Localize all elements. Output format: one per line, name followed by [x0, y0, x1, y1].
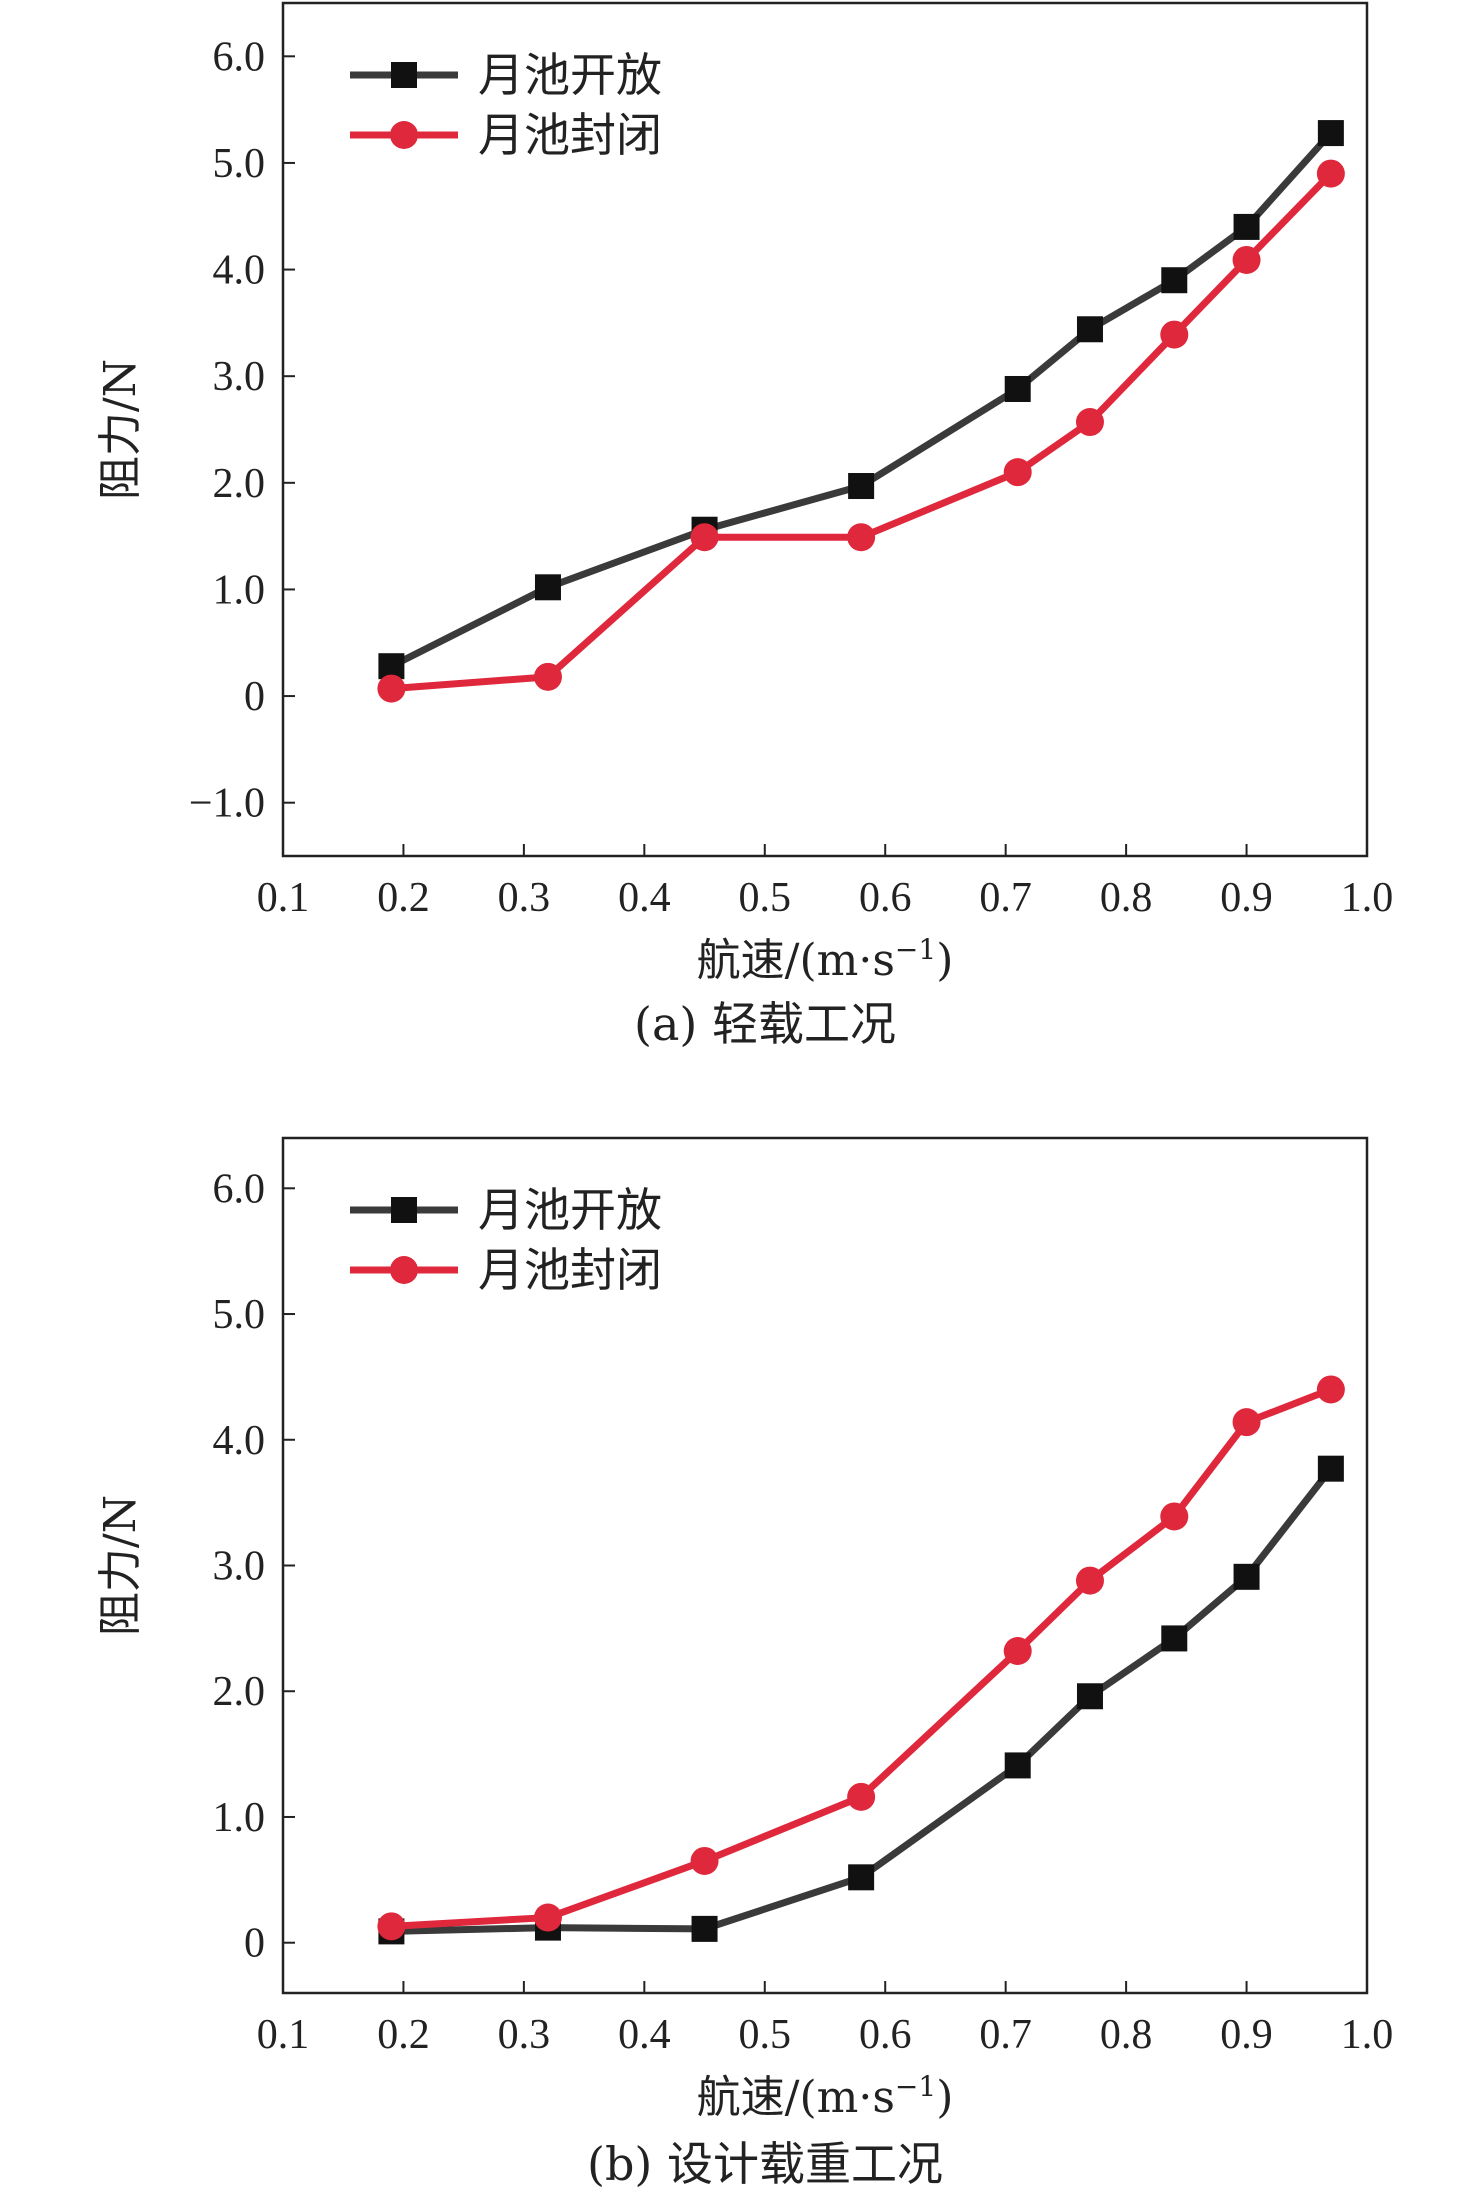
data-point-square — [1233, 1563, 1260, 1590]
x-tick-label: 0.9 — [1220, 875, 1273, 921]
plot-frame — [281, 1136, 1369, 1995]
x-tick-label: 0.7 — [979, 875, 1032, 921]
series-line — [391, 1386, 1333, 1930]
chart-caption: (b) 设计载重工况 — [587, 2137, 943, 2191]
x-tick-label: 0.8 — [1100, 875, 1153, 921]
x-tick-label: 0.6 — [859, 2012, 912, 2058]
y-tick-label: 5.0 — [213, 1292, 266, 1338]
data-point-circle — [1316, 159, 1345, 188]
data-point-circle — [1075, 408, 1104, 437]
x-tick-label: 1.0 — [1341, 2012, 1394, 2058]
data-point-circle — [1003, 458, 1032, 487]
x-tick-label: 0.8 — [1100, 2012, 1153, 2058]
series-line — [391, 171, 1334, 693]
y-axis-title: 阻力/N — [95, 1495, 146, 1636]
data-point-circle — [847, 523, 876, 552]
data-point-square — [1161, 1625, 1188, 1652]
x-tick-label: 0.5 — [739, 2012, 792, 2058]
data-point-square — [691, 1915, 718, 1942]
x-axis-title: 航速/(m·s−1) — [697, 2070, 954, 2123]
y-tick-label: 6.0 — [213, 34, 266, 80]
y-tick-label: 2.0 — [213, 461, 266, 507]
legend-label: 月池开放 — [478, 1183, 662, 1237]
legend-marker-circle — [390, 121, 418, 149]
data-point-circle — [1075, 1566, 1104, 1595]
series-line — [391, 1466, 1334, 1935]
data-point-circle — [847, 1782, 876, 1811]
x-tick-label: 0.4 — [618, 2012, 671, 2058]
y-tick-label: 5.0 — [213, 141, 266, 187]
data-point-square — [1004, 375, 1031, 402]
y-tick-label: −1.0 — [189, 781, 265, 827]
data-point-square — [1076, 1683, 1103, 1710]
y-tick-label: 2.0 — [213, 1669, 266, 1715]
data-point-circle — [533, 1903, 562, 1932]
x-tick-label: 0.7 — [979, 2012, 1032, 2058]
data-point-square — [1076, 316, 1103, 343]
y-tick-label: 0 — [244, 674, 265, 720]
legend-marker-circle — [390, 1256, 418, 1284]
x-tick-label: 0.1 — [257, 875, 310, 921]
data-point-square — [1317, 120, 1344, 147]
data-point-square — [1233, 213, 1260, 240]
legend-label: 月池开放 — [478, 48, 662, 102]
data-point-circle — [533, 662, 562, 691]
data-point-circle — [377, 1912, 406, 1941]
chart-a: 0.1 0.2 0.3 0.4 0.5 0.6 0.7 0.8 0.9 1.0 −1.0 0 1.0 2.… — [95, 1, 1394, 1051]
x-tick-label: 0.3 — [498, 2012, 551, 2058]
data-point-square — [534, 574, 561, 601]
legend-label: 月池封闭 — [478, 108, 662, 162]
legend-label: 月池封闭 — [478, 1243, 662, 1297]
series-line — [389, 130, 1334, 670]
x-tick-label: 0.9 — [1220, 2012, 1273, 2058]
data-point-square — [848, 473, 875, 500]
y-axis-title: 阻力/N — [95, 359, 146, 500]
legend-marker-square — [391, 1197, 417, 1223]
data-point-circle — [1232, 1408, 1261, 1437]
x-tick-label: 0.3 — [498, 875, 551, 921]
y-tick-label: 4.0 — [213, 248, 266, 294]
data-point-circle — [1160, 320, 1189, 349]
data-point-square — [1004, 1752, 1031, 1779]
data-point-circle — [1316, 1375, 1345, 1404]
data-point-square — [848, 1864, 875, 1891]
data-point-circle — [690, 1846, 719, 1875]
plot-frame — [281, 1, 1369, 858]
x-tick-label: 0.2 — [377, 875, 430, 921]
x-tick-label: 0.4 — [618, 875, 671, 921]
x-axis-title: 航速/(m·s−1) — [697, 933, 954, 986]
data-point-circle — [1232, 245, 1261, 274]
y-tick-label: 6.0 — [213, 1166, 266, 1212]
chart-caption: (a) 轻载工况 — [634, 997, 896, 1051]
data-point-circle — [377, 674, 406, 703]
data-point-circle — [690, 523, 719, 552]
y-tick-label: 3.0 — [213, 1544, 266, 1590]
data-point-square — [1161, 267, 1188, 294]
x-tick-label: 0.5 — [739, 875, 792, 921]
data-point-circle — [1003, 1637, 1032, 1665]
y-tick-label: 1.0 — [213, 1795, 266, 1841]
data-point-circle — [1160, 1502, 1189, 1531]
chart-b: 0.1 0.2 0.3 0.4 0.5 0.6 0.7 0.8 0.9 1.0 0 1.0 2.0 3.0… — [95, 1136, 1394, 2191]
y-tick-label: 4.0 — [213, 1418, 266, 1464]
x-tick-label: 0.1 — [257, 2012, 310, 2058]
data-point-square — [1317, 1455, 1344, 1482]
y-tick-label: 3.0 — [213, 354, 266, 400]
y-tick-label: 0 — [244, 1921, 265, 1967]
x-tick-label: 0.2 — [377, 2012, 430, 2058]
x-tick-label: 0.6 — [859, 875, 912, 921]
legend-marker-square — [391, 62, 417, 88]
y-tick-label: 1.0 — [213, 567, 266, 613]
x-tick-label: 1.0 — [1341, 875, 1394, 921]
